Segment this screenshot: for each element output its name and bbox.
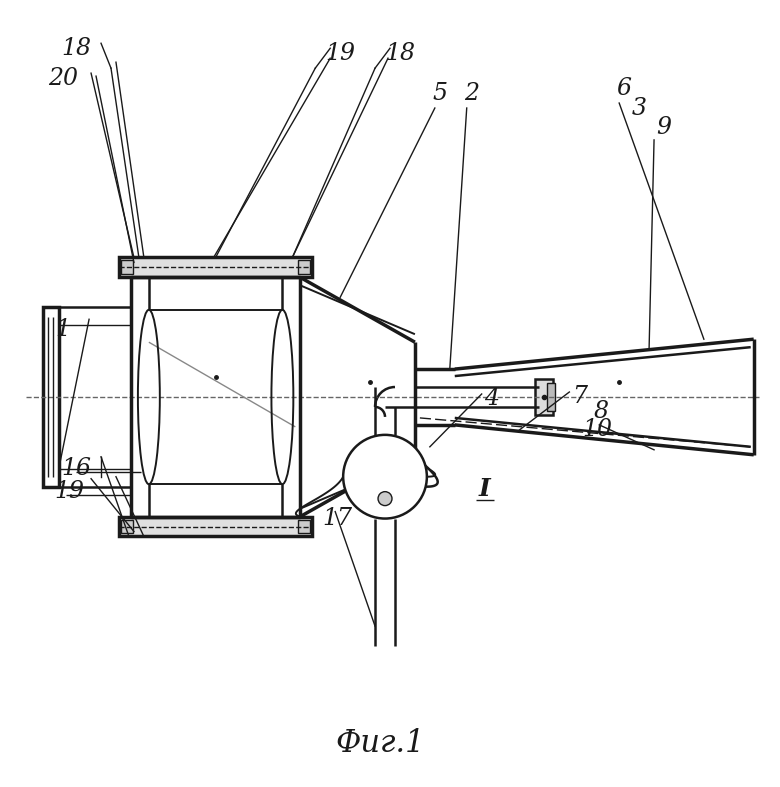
Bar [371,482,379,495]
Text: 20: 20 [48,67,78,90]
Bar [391,482,399,495]
Text: 7: 7 [572,386,587,408]
Text: 19: 19 [325,42,355,65]
Circle shape [343,435,427,519]
Text: 3: 3 [632,97,647,120]
Bar [391,459,399,471]
Text: 8: 8 [594,401,608,423]
Text: 6: 6 [617,76,632,100]
Bar [371,459,379,471]
Text: 18: 18 [61,37,91,60]
Text: 9: 9 [657,116,672,139]
Bar [548,383,555,411]
Bar [363,471,407,482]
Text: Фиг.1: Фиг.1 [335,728,425,759]
Bar [119,257,312,277]
Text: 16: 16 [61,457,91,480]
Text: 4: 4 [484,387,499,411]
Text: 17: 17 [322,507,353,530]
Text: 10: 10 [582,419,612,442]
Circle shape [378,492,392,505]
Bar [536,379,554,415]
Bar [43,307,59,486]
Text: 19: 19 [54,480,84,503]
Text: 18: 18 [385,42,415,65]
Bar [298,260,310,275]
Bar [121,519,133,534]
Text: 5: 5 [432,82,447,105]
Text: 1: 1 [55,318,71,341]
Text: 2: 2 [464,82,479,105]
Text: I: I [479,477,491,501]
Bar [119,516,312,537]
Bar [298,519,310,534]
Bar [121,260,133,275]
